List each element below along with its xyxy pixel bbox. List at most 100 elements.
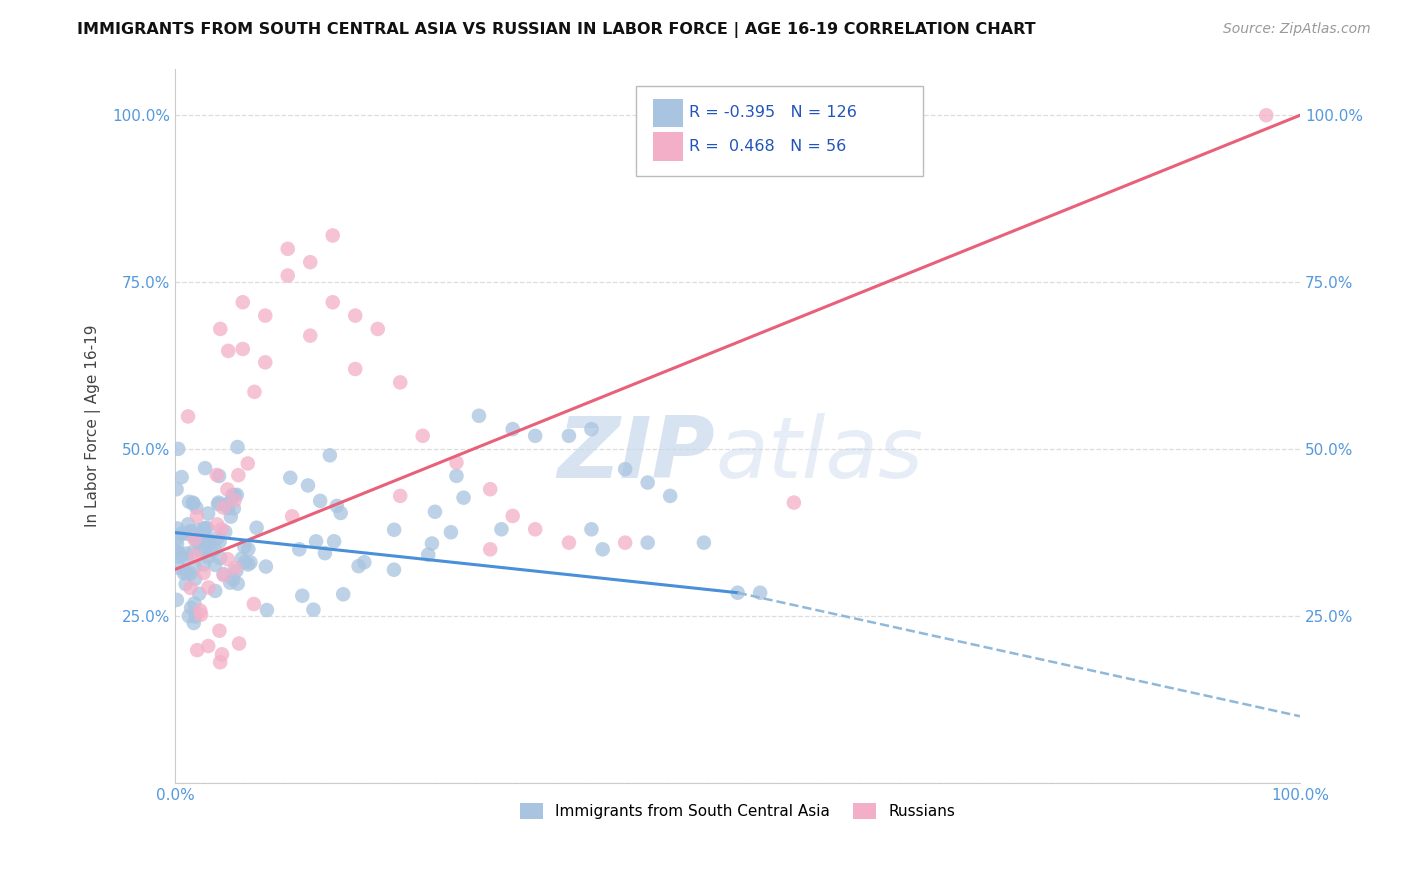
Point <box>183 615 205 630</box>
Point <box>727 585 749 599</box>
Point <box>219 509 242 524</box>
Point <box>221 488 243 502</box>
Point <box>232 342 254 356</box>
Text: R =  0.468   N = 56: R = 0.468 N = 56 <box>689 139 846 154</box>
Point <box>479 542 502 557</box>
Point <box>224 561 246 575</box>
Point <box>581 422 603 436</box>
Point <box>212 500 235 515</box>
Point <box>302 602 325 616</box>
Point <box>184 549 207 564</box>
Point <box>453 491 475 505</box>
Point <box>184 572 207 586</box>
Point <box>188 587 211 601</box>
Point <box>208 534 231 549</box>
Point <box>180 525 202 540</box>
Point <box>205 467 228 482</box>
Point <box>297 478 319 492</box>
Point <box>166 544 188 558</box>
Point <box>180 600 202 615</box>
Point <box>281 509 304 524</box>
Point <box>238 542 260 557</box>
Point <box>614 462 637 476</box>
Point <box>181 497 204 511</box>
Point <box>693 535 716 549</box>
Point <box>197 550 219 565</box>
Point <box>277 268 299 283</box>
Point <box>204 558 226 572</box>
Point <box>389 489 412 503</box>
Point <box>181 496 204 510</box>
Point <box>344 362 367 376</box>
Point <box>326 499 349 513</box>
Y-axis label: In Labor Force | Age 16-19: In Labor Force | Age 16-19 <box>86 325 101 527</box>
Point <box>214 524 236 539</box>
Point <box>184 532 207 546</box>
Point <box>239 556 262 570</box>
Point <box>420 536 443 550</box>
Point <box>479 482 502 496</box>
Point <box>174 526 197 541</box>
Point <box>177 409 200 424</box>
Point <box>167 442 190 456</box>
Point <box>217 501 239 516</box>
Point <box>226 576 249 591</box>
Point <box>194 521 217 535</box>
Point <box>204 583 226 598</box>
Point <box>288 542 311 557</box>
Point <box>224 488 246 502</box>
Point <box>207 531 229 545</box>
Point <box>254 355 277 369</box>
Point <box>524 522 547 536</box>
FancyBboxPatch shape <box>637 87 924 176</box>
Point <box>209 655 232 669</box>
Point <box>180 524 202 539</box>
Point <box>314 546 336 560</box>
Point <box>367 322 389 336</box>
Point <box>225 564 247 578</box>
Point <box>177 609 200 624</box>
Text: ZIP: ZIP <box>558 413 716 496</box>
Point <box>299 328 322 343</box>
Point <box>243 384 266 399</box>
Point <box>222 501 245 516</box>
Point <box>382 563 405 577</box>
Point <box>184 560 207 574</box>
Point <box>183 544 205 558</box>
Point <box>423 505 446 519</box>
Point <box>228 636 250 650</box>
Point <box>188 603 211 617</box>
Point <box>186 500 208 515</box>
Point <box>180 581 202 595</box>
Point <box>166 592 188 607</box>
Point <box>193 521 215 535</box>
Point <box>440 525 463 540</box>
Point <box>382 523 405 537</box>
Point <box>491 522 513 536</box>
Point <box>291 589 314 603</box>
Point <box>194 461 217 475</box>
Point <box>344 309 367 323</box>
Point <box>228 468 250 483</box>
Point <box>212 568 235 582</box>
Point <box>502 508 524 523</box>
Point <box>256 603 278 617</box>
Point <box>166 521 188 535</box>
Point <box>217 343 239 358</box>
Point <box>176 566 198 580</box>
Point <box>219 575 242 590</box>
Text: Source: ZipAtlas.com: Source: ZipAtlas.com <box>1223 22 1371 37</box>
Point <box>169 549 191 564</box>
Point <box>446 456 468 470</box>
Point <box>254 559 277 574</box>
Point <box>183 597 205 611</box>
Point <box>412 429 434 443</box>
Point <box>217 483 239 497</box>
Point <box>186 509 208 524</box>
Point <box>309 493 332 508</box>
Point <box>166 532 188 546</box>
Point <box>659 489 682 503</box>
Point <box>322 295 344 310</box>
Point <box>233 555 256 569</box>
Point <box>177 517 200 532</box>
